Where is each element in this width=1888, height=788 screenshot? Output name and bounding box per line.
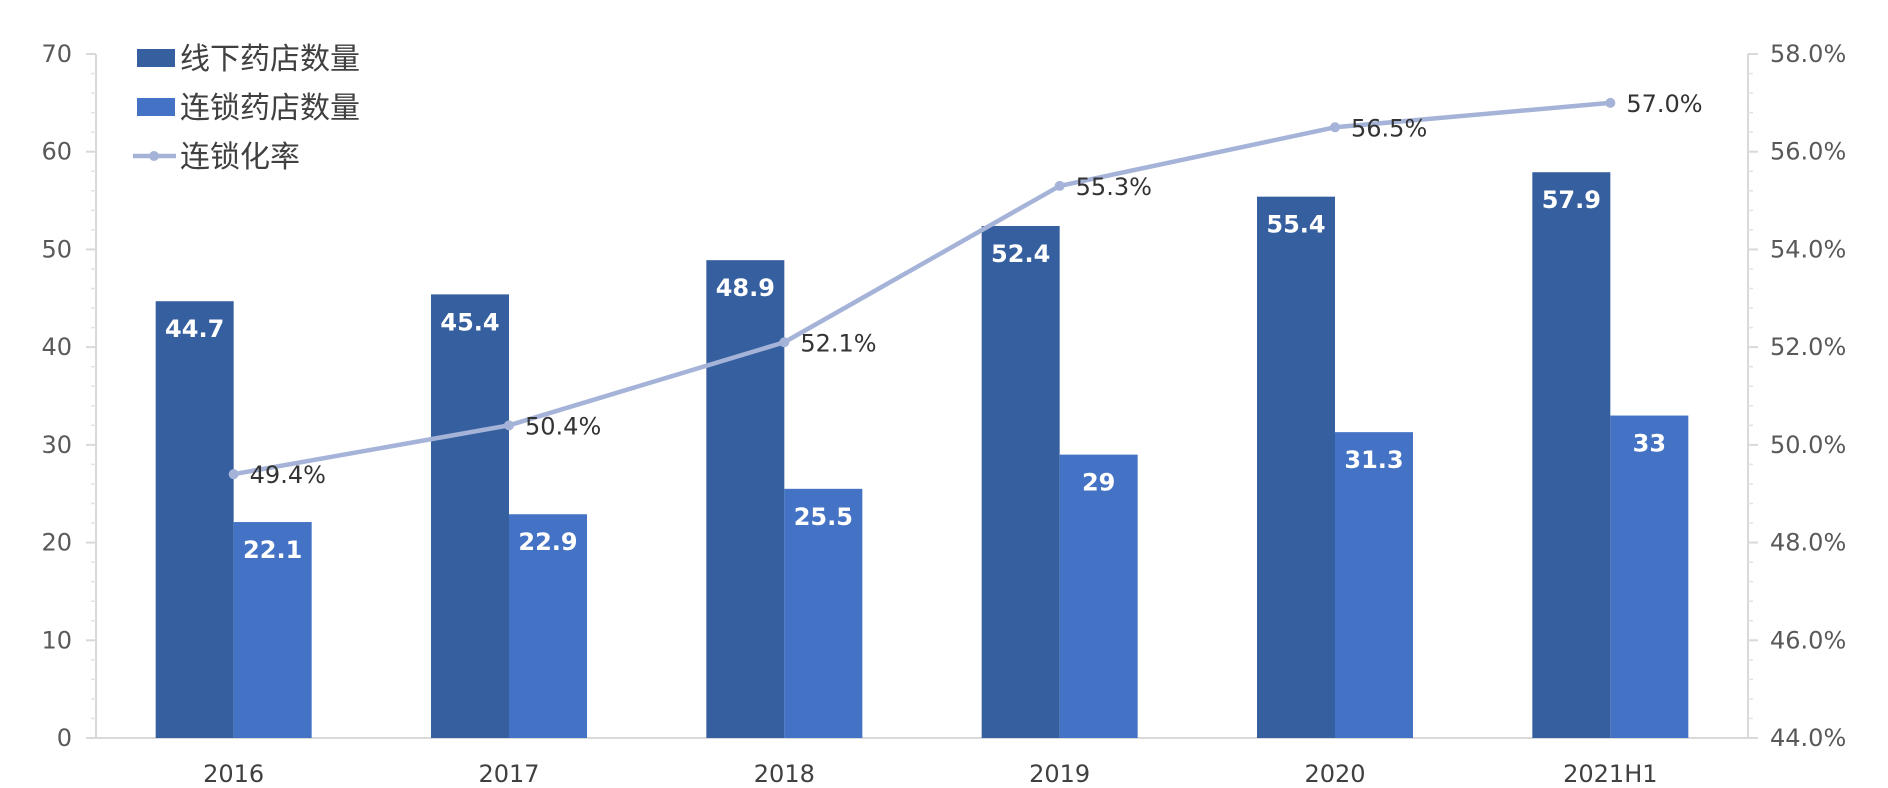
left-tick-label: 30: [41, 431, 72, 459]
bar-data-label: 52.4: [991, 240, 1050, 268]
bar-data-label: 44.7: [165, 315, 224, 343]
legend-swatch: [137, 98, 175, 116]
bar: [784, 488, 863, 738]
line-point: [1054, 180, 1065, 191]
line-point: [779, 337, 790, 348]
left-tick-label: 0: [57, 724, 72, 752]
bar: [1059, 454, 1138, 738]
bar: [431, 294, 509, 738]
line-data-label: 57.0%: [1626, 90, 1702, 118]
bar-data-label: 48.9: [716, 274, 775, 302]
bars: [155, 172, 1689, 739]
bar: [706, 260, 785, 738]
right-tick-label: 54.0%: [1770, 235, 1846, 263]
bar: [233, 522, 312, 738]
x-tick-label: 2020: [1304, 760, 1365, 788]
bar: [1335, 432, 1413, 738]
line-point: [1330, 122, 1340, 133]
x-tick-label: 2018: [754, 760, 815, 788]
left-tick-label: 70: [41, 40, 72, 68]
line-data-label: 55.3%: [1076, 173, 1152, 201]
bar: [155, 301, 234, 738]
bar: [1532, 172, 1611, 739]
bar-data-label: 45.4: [440, 308, 499, 336]
axes: 0 10 20 30 40 50 60 70 44.0% 46.0% 48.0% 50.0% 52.0%…: [41, 40, 1846, 788]
x-tick-label: 2019: [1029, 760, 1090, 788]
data-labels: 44.7 22.1 45.4 22.9 48.9 25.5 52.4 29 55.4 31.3 57…: [165, 90, 1703, 564]
legend-label: 线下药店数量: [180, 42, 360, 77]
legend-label: 连锁化率: [180, 140, 300, 175]
bar-data-label: 22.1: [243, 536, 302, 564]
left-tick-label: 60: [41, 138, 72, 166]
bar-data-label: 29: [1082, 469, 1115, 497]
line-data-label: 49.4%: [250, 461, 326, 489]
legend-swatch: [137, 49, 175, 67]
x-tick-label: 2016: [203, 760, 264, 788]
right-tick-label: 50.0%: [1770, 431, 1846, 459]
line-point: [504, 420, 514, 431]
right-tick-label: 52.0%: [1770, 333, 1846, 361]
bar-data-label: 33: [1633, 430, 1666, 458]
bar-data-label: 31.3: [1344, 446, 1403, 474]
left-tick-label: 50: [41, 235, 72, 263]
line-data-label: 50.4%: [525, 412, 601, 440]
line-series: [228, 97, 1616, 480]
bar-data-label: 55.4: [1266, 211, 1325, 239]
right-tick-label: 44.0%: [1770, 724, 1846, 752]
line-point: [1605, 97, 1616, 108]
left-tick-label: 10: [41, 626, 72, 654]
bar: [1610, 415, 1689, 738]
bar-data-label: 22.9: [518, 528, 577, 556]
line-data-label: 52.1%: [800, 329, 876, 357]
bar: [981, 225, 1060, 738]
bar-data-label: 57.9: [1542, 186, 1601, 214]
right-tick-label: 58.0%: [1770, 40, 1846, 68]
line-point: [228, 469, 239, 480]
right-tick-label: 46.0%: [1770, 626, 1846, 654]
legend-label: 连锁药店数量: [180, 91, 360, 126]
bar: [509, 514, 587, 738]
x-tick-label: 2017: [478, 760, 539, 788]
right-tick-label: 56.0%: [1770, 138, 1846, 166]
legend-marker: [149, 151, 159, 161]
left-tick-label: 40: [41, 333, 72, 361]
left-tick-label: 20: [41, 529, 72, 557]
bar-data-label: 25.5: [794, 503, 853, 531]
line-path: [233, 100, 1611, 477]
x-tick-label: 2021H1: [1563, 760, 1657, 788]
line-data-label: 56.5%: [1351, 114, 1427, 142]
right-tick-label: 48.0%: [1770, 529, 1846, 557]
bar: [1257, 196, 1335, 739]
